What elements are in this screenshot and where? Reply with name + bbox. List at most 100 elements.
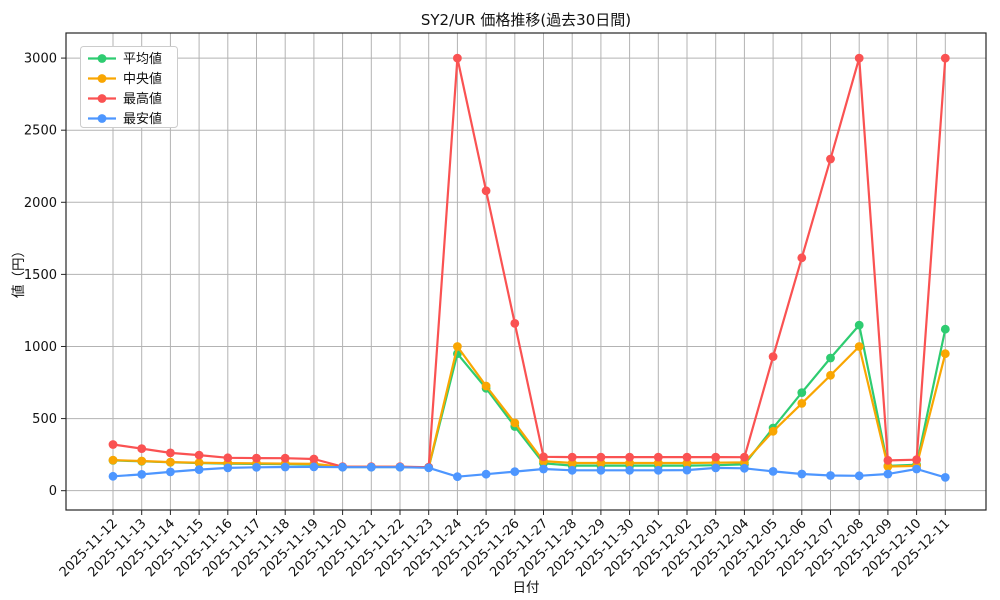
- data-point: [539, 452, 548, 462]
- data-point: [912, 455, 921, 465]
- data-point: [108, 471, 118, 481]
- data-point: [740, 463, 749, 473]
- data-point: [539, 464, 548, 474]
- data-point: [854, 320, 864, 330]
- data-point: [108, 455, 118, 465]
- data-point: [883, 469, 893, 479]
- data-point: [252, 453, 261, 463]
- data-point: [280, 453, 290, 463]
- data-point: [682, 452, 692, 462]
- data-point: [682, 465, 692, 475]
- series-line: [112, 56, 947, 469]
- series-最安値: [108, 462, 950, 482]
- series-line: [112, 345, 947, 469]
- data-point: [854, 342, 864, 351]
- series-平均値: [108, 320, 950, 472]
- data-point: [826, 370, 835, 380]
- y-tick-label: 1500: [24, 268, 57, 283]
- series-最高値: [108, 53, 950, 472]
- data-point: [711, 463, 721, 473]
- data-point: [567, 465, 577, 475]
- data-point: [481, 381, 491, 391]
- data-point: [481, 469, 491, 479]
- data-point: [596, 452, 606, 462]
- data-point: [797, 253, 807, 263]
- data-point: [940, 349, 950, 359]
- data-point: [223, 463, 233, 473]
- y-tick-label: 3000: [24, 52, 57, 67]
- data-point: [395, 462, 405, 472]
- data-point: [797, 388, 807, 397]
- data-point: [625, 452, 634, 462]
- data-point: [166, 457, 175, 467]
- data-point: [108, 440, 118, 449]
- data-point: [567, 452, 577, 462]
- data-point: [194, 465, 204, 474]
- data-point: [826, 353, 835, 363]
- data-point: [596, 465, 606, 475]
- data-point: [768, 467, 778, 476]
- data-point: [194, 450, 204, 460]
- data-point: [137, 470, 147, 479]
- y-axis-title: 値（円）: [11, 244, 27, 298]
- data-point: [711, 452, 721, 462]
- plot-frame: [65, 32, 987, 511]
- data-point: [740, 452, 749, 462]
- data-point: [223, 453, 233, 463]
- data-point: [768, 426, 778, 436]
- data-point: [940, 324, 950, 334]
- y-tick-label: 0: [49, 484, 57, 499]
- data-point: [309, 454, 319, 464]
- data-point: [366, 462, 376, 472]
- legend-marker: [97, 74, 107, 83]
- data-point: [166, 448, 175, 458]
- data-point: [424, 463, 434, 473]
- data-point: [338, 462, 347, 472]
- legend-label: 中央値: [123, 71, 162, 87]
- data-point: [194, 458, 204, 468]
- data-point: [137, 456, 147, 466]
- data-point: [912, 464, 921, 474]
- legend-label: 最高値: [123, 91, 162, 107]
- chart-title: SY2/UR 価格推移(過去30日間): [420, 11, 632, 29]
- data-point: [653, 452, 663, 462]
- data-point: [940, 473, 950, 482]
- grid: [66, 33, 986, 510]
- legend-box: [80, 46, 178, 128]
- data-point: [137, 444, 147, 453]
- data-point: [797, 399, 807, 408]
- series-line: [112, 465, 946, 479]
- data-point: [510, 467, 520, 476]
- x-axis-title: 日付: [512, 580, 540, 596]
- axis-ticks: [61, 57, 946, 515]
- series-中央値: [108, 342, 950, 472]
- data-point: [252, 462, 261, 472]
- data-point: [481, 186, 491, 196]
- data-point: [309, 462, 319, 472]
- legend-marker: [97, 54, 107, 63]
- legend-marker: [97, 114, 107, 123]
- data-point: [280, 462, 290, 472]
- y-tick-label: 2000: [24, 196, 57, 211]
- data-point: [453, 53, 462, 63]
- data-point: [826, 471, 835, 480]
- data-point: [768, 352, 778, 361]
- data-point: [854, 53, 864, 63]
- data-point: [453, 342, 462, 351]
- data-point: [883, 456, 893, 465]
- data-point: [797, 469, 807, 479]
- data-point: [826, 154, 835, 164]
- data-point: [453, 472, 462, 482]
- y-tick-label: 500: [32, 412, 57, 427]
- y-tick-label: 1000: [24, 340, 57, 355]
- legend-label: 最安値: [123, 111, 162, 127]
- data-point: [625, 465, 634, 475]
- data-point: [510, 319, 520, 328]
- data-point: [883, 462, 893, 471]
- data-point: [510, 418, 520, 428]
- data-point: [854, 471, 864, 481]
- legend-label: 平均値: [123, 51, 162, 67]
